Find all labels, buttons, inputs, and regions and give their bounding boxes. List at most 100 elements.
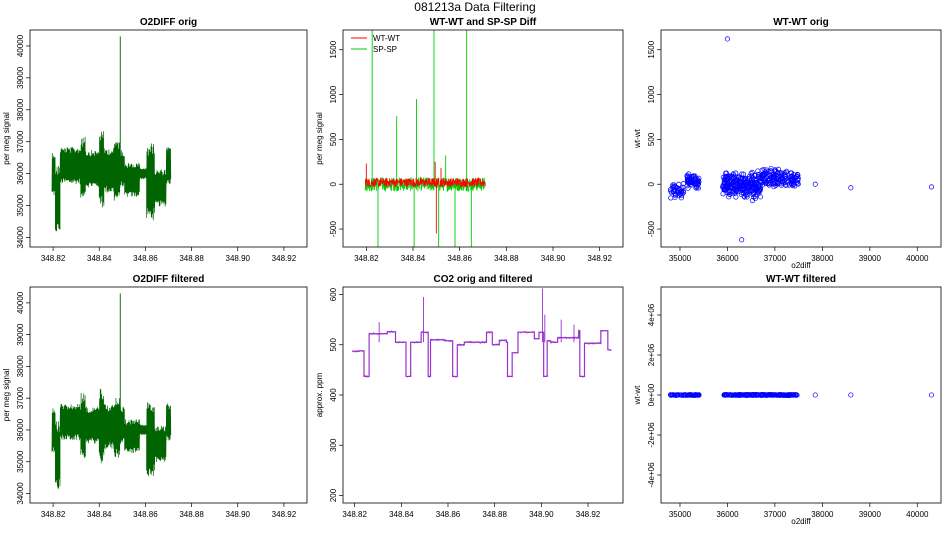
x-tick-label: 348.90	[226, 510, 251, 519]
data-line	[51, 131, 172, 232]
data-point	[679, 192, 685, 198]
x-tick-label: 348.82	[41, 510, 66, 519]
data-point	[681, 189, 687, 196]
data-point	[789, 173, 795, 179]
data-point	[773, 176, 779, 182]
y-tick-label: 39000	[16, 323, 25, 346]
y-tick-label: 36000	[16, 418, 25, 441]
x-tick-label: 38000	[811, 254, 834, 263]
data-point	[695, 392, 701, 398]
y-tick-label: 500	[647, 132, 656, 146]
x-tick-label: 348.86	[447, 254, 472, 263]
data-point	[795, 178, 801, 184]
plot-area	[668, 36, 935, 243]
data-point	[683, 392, 689, 398]
data-point	[785, 392, 791, 398]
y-tick-label: 1000	[329, 85, 338, 103]
data-point	[758, 392, 764, 398]
x-tick-label: 348.92	[576, 510, 601, 519]
data-point	[763, 170, 770, 176]
series-p4	[51, 293, 172, 489]
y-tick-label: 37000	[16, 387, 25, 410]
y-axis-label: wt-wt	[633, 385, 642, 405]
x-tick-label: 348.92	[272, 254, 297, 263]
y-tick-label: 0	[647, 181, 656, 186]
data-point	[741, 190, 747, 196]
y-tick-label: 35000	[16, 194, 25, 217]
legend-label: WT-WT	[373, 34, 400, 43]
data-point	[733, 170, 739, 176]
data-point	[749, 169, 755, 175]
x-tick-label: 348.82	[342, 510, 367, 519]
y-tick-label: 500	[329, 132, 338, 146]
x-tick-label: 348.90	[226, 254, 251, 263]
data-point	[775, 166, 781, 172]
data-line	[51, 388, 172, 489]
x-axis-label: o2diff	[791, 517, 811, 526]
data-point	[724, 185, 730, 191]
data-point	[723, 170, 729, 176]
y-tick-label: 38000	[16, 98, 25, 121]
data-point	[758, 175, 764, 181]
data-point	[689, 392, 695, 398]
y-tick-label: 200	[329, 488, 338, 502]
data-point	[685, 178, 691, 184]
x-tick-label: 38000	[811, 510, 834, 519]
data-point	[812, 392, 818, 398]
data-point	[748, 170, 754, 176]
y-tick-label: 1500	[647, 40, 656, 58]
panel-p3: WT-WT orig 35000 36000 37000 38000 39000 40000…	[633, 17, 942, 270]
x-tick-label: 348.88	[179, 510, 204, 519]
panel-p1: O2DIFF orig 348.82 348.84 348.86 348.88 348.9…	[2, 17, 308, 263]
x-tick-label: 348.84	[389, 510, 414, 519]
x-tick-label: 40000	[906, 510, 929, 519]
data-point	[744, 194, 750, 200]
data-point	[671, 392, 677, 398]
x-tick-label: 37000	[764, 254, 787, 263]
y-tick-label: 1500	[329, 40, 338, 58]
data-point	[777, 392, 784, 398]
data-point	[812, 181, 818, 187]
data-point	[771, 174, 777, 180]
panel-p6: WT-WT filtered 35000 36000 37000 38000 39000 4…	[633, 274, 942, 526]
data-point	[695, 177, 701, 183]
data-point	[668, 392, 674, 398]
data-point	[746, 392, 752, 398]
plot-area	[51, 36, 172, 232]
panel-p5: CO2 orig and filtered 348.82 348.84 348.86 3…	[315, 274, 624, 519]
data-point	[738, 179, 744, 186]
x-tick-label: 348.92	[272, 510, 297, 519]
x-tick-label: 36000	[716, 510, 739, 519]
data-point	[678, 189, 684, 195]
y-tick-label: 4e+06	[647, 303, 656, 326]
data-point	[680, 181, 686, 187]
plot-frame	[29, 286, 308, 504]
y-tick-label: 40000	[16, 291, 25, 314]
plot-area	[51, 293, 172, 489]
series-p1	[51, 36, 172, 232]
y-tick-label: 40000	[16, 34, 25, 57]
x-tick-label: 39000	[859, 510, 882, 519]
data-point	[764, 392, 770, 398]
data-point	[766, 178, 772, 184]
data-point	[726, 194, 732, 200]
x-tick-label: 348.90	[529, 510, 554, 519]
data-point	[744, 179, 750, 185]
data-point	[762, 175, 768, 181]
data-point	[770, 172, 776, 178]
data-point	[733, 188, 740, 194]
scatter-points	[668, 36, 935, 243]
data-point	[675, 392, 681, 398]
panel-p4: O2DIFF filtered 348.82 348.84 348.86 348.88 3…	[2, 274, 308, 519]
data-point	[720, 183, 726, 189]
x-tick-label: 35000	[669, 510, 692, 519]
data-point	[767, 177, 773, 183]
plot-frame	[29, 29, 308, 248]
data-point	[749, 178, 755, 184]
data-point	[728, 175, 734, 181]
data-point	[848, 392, 854, 398]
data-point	[676, 192, 682, 198]
data-point	[928, 184, 935, 190]
x-tick-label: 348.92	[587, 254, 612, 263]
x-tick-label: 348.86	[436, 510, 461, 519]
